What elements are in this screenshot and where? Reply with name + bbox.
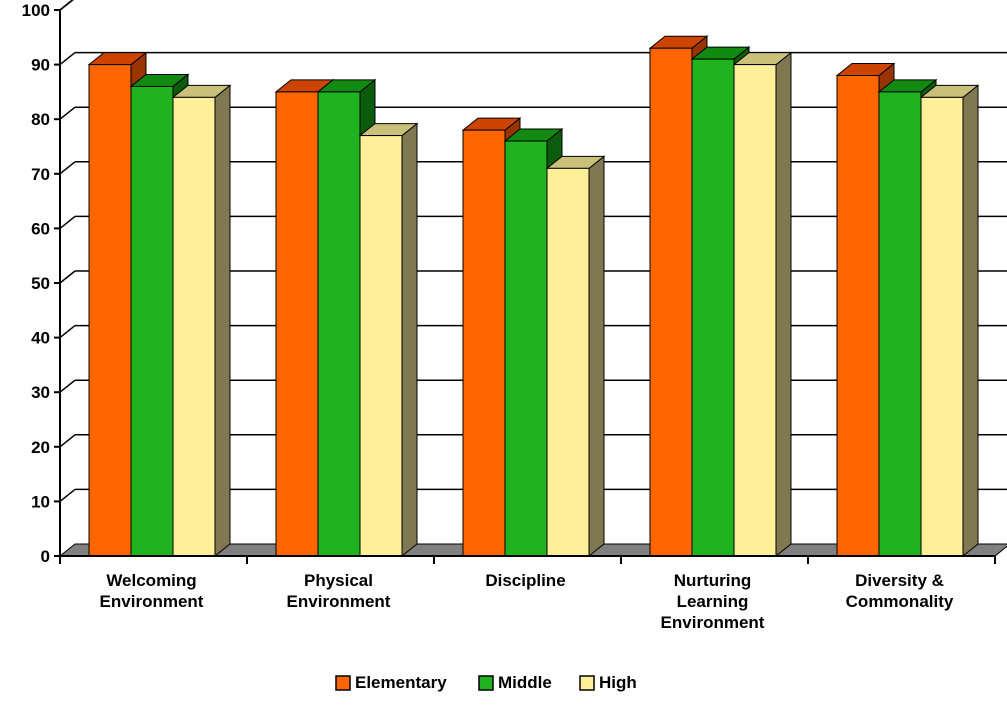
y-tick-label: 70 xyxy=(31,165,50,184)
y-tick-label: 90 xyxy=(31,56,50,75)
x-category-label-line: Environment xyxy=(100,592,204,611)
x-category-label: Discipline xyxy=(485,571,565,590)
gridline-side xyxy=(59,0,74,11)
y-tick-label: 40 xyxy=(31,329,50,348)
gridline-side xyxy=(59,52,76,66)
bar-front xyxy=(836,75,880,557)
bar-high-3 xyxy=(732,51,793,558)
bar-front xyxy=(920,96,964,557)
bar-side xyxy=(401,122,418,558)
legend-item-elementary: Elementary xyxy=(335,673,447,692)
gridline-side xyxy=(59,488,76,502)
y-axis-ticks: 0 10 20 30 40 50 60 70 80 90 100 xyxy=(22,1,60,566)
bar-front xyxy=(504,140,548,557)
bars-group xyxy=(87,35,980,558)
bar-front xyxy=(649,47,693,557)
x-category-label: Diversity & Commonality xyxy=(846,571,954,611)
bar-side xyxy=(775,51,792,558)
x-category-label-line: Welcoming xyxy=(106,571,196,590)
legend-item-middle: Middle xyxy=(478,673,552,692)
legend-label: Middle xyxy=(498,673,552,692)
gridline-side xyxy=(59,325,76,339)
y-tick-label: 20 xyxy=(31,438,50,457)
gridline-side xyxy=(59,270,76,284)
gridline-side xyxy=(59,161,76,175)
bar-front xyxy=(878,91,922,557)
legend-label: High xyxy=(599,673,637,692)
legend: Elementary Middle High xyxy=(335,673,637,692)
x-category-label: Nurturing Learning Environment xyxy=(661,571,765,632)
y-tick-label: 10 xyxy=(31,492,50,511)
bar-front xyxy=(130,85,174,557)
gridline-side xyxy=(59,379,76,393)
x-category-label-line: Nurturing xyxy=(674,571,751,590)
bar-side xyxy=(214,84,231,558)
x-category-label-line: Diversity & xyxy=(855,571,944,590)
bar-high-2 xyxy=(545,155,606,558)
bar-side xyxy=(588,155,605,558)
bar-front xyxy=(359,135,403,557)
x-category-label-line: Environment xyxy=(661,613,765,632)
bar-front xyxy=(88,64,132,557)
x-category-label-line: Commonality xyxy=(846,592,954,611)
x-category-label: Welcoming Environment xyxy=(100,571,204,611)
legend-swatch xyxy=(478,675,494,691)
y-tick-label: 30 xyxy=(31,383,50,402)
bar-front xyxy=(691,58,735,557)
x-axis-labels: Welcoming Environment Physical Environment D… xyxy=(59,556,996,632)
legend-label: Elementary xyxy=(355,673,447,692)
bar-front xyxy=(172,96,216,557)
x-category-label-line: Learning xyxy=(677,592,749,611)
bar-front xyxy=(546,167,590,557)
x-category-label-line: Physical xyxy=(304,571,373,590)
bar-high-0 xyxy=(171,84,232,558)
bar-front xyxy=(317,91,361,557)
y-tick-label: 80 xyxy=(31,110,50,129)
bar-front xyxy=(733,64,777,557)
x-category-label-line: Environment xyxy=(287,592,391,611)
y-tick-label: 100 xyxy=(22,1,50,20)
legend-swatch xyxy=(579,675,595,691)
y-tick-label: 0 xyxy=(41,547,50,566)
bar-front xyxy=(275,91,319,557)
y-tick-label: 60 xyxy=(31,219,50,238)
bar-high-4 xyxy=(919,84,980,558)
bar-front xyxy=(462,129,506,557)
legend-swatch xyxy=(335,675,351,691)
y-tick-label: 50 xyxy=(31,274,50,293)
bar-high-1 xyxy=(358,122,419,558)
x-category-label-line: Discipline xyxy=(485,571,565,590)
gridline-side xyxy=(59,106,76,120)
gridline-side xyxy=(59,215,76,229)
x-category-label: Physical Environment xyxy=(287,571,391,611)
bar-side xyxy=(962,84,979,558)
gridline-side xyxy=(59,434,76,448)
legend-item-high: High xyxy=(579,673,637,692)
